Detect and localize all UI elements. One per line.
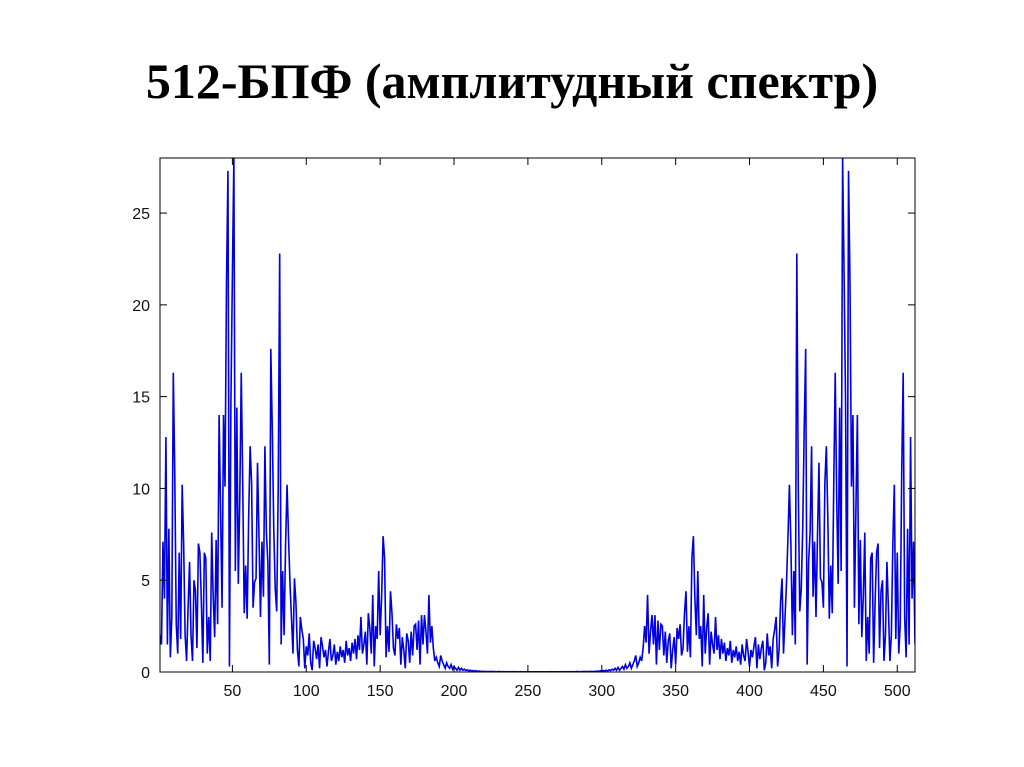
- y-tick-label: 0: [141, 665, 150, 682]
- x-tick-label: 450: [810, 683, 837, 700]
- y-tick-label: 10: [132, 481, 150, 498]
- x-tick-label: 350: [662, 683, 689, 700]
- y-tick-label: 5: [141, 573, 150, 590]
- series-group: [160, 158, 915, 672]
- x-tick-label: 400: [736, 683, 763, 700]
- spectrum-line: [160, 158, 915, 672]
- x-tick-label: 100: [293, 683, 320, 700]
- x-tick-label: 50: [223, 683, 241, 700]
- x-tick-label: 500: [884, 683, 911, 700]
- y-tick-label: 20: [132, 298, 150, 315]
- axis-ticks: 50 100 150 200 250 300 350 400 450 500 0 5 10 15 20 25: [132, 158, 915, 700]
- slide-title: 512-БПФ (амплитудный спектр): [145, 53, 879, 109]
- x-tick-label: 200: [441, 683, 468, 700]
- y-tick-label: 15: [132, 390, 150, 407]
- x-tick-label: 150: [367, 683, 394, 700]
- y-tick-label: 25: [132, 206, 150, 223]
- x-tick-label: 300: [588, 683, 615, 700]
- x-tick-label: 250: [515, 683, 542, 700]
- plot-frame: [159, 157, 916, 673]
